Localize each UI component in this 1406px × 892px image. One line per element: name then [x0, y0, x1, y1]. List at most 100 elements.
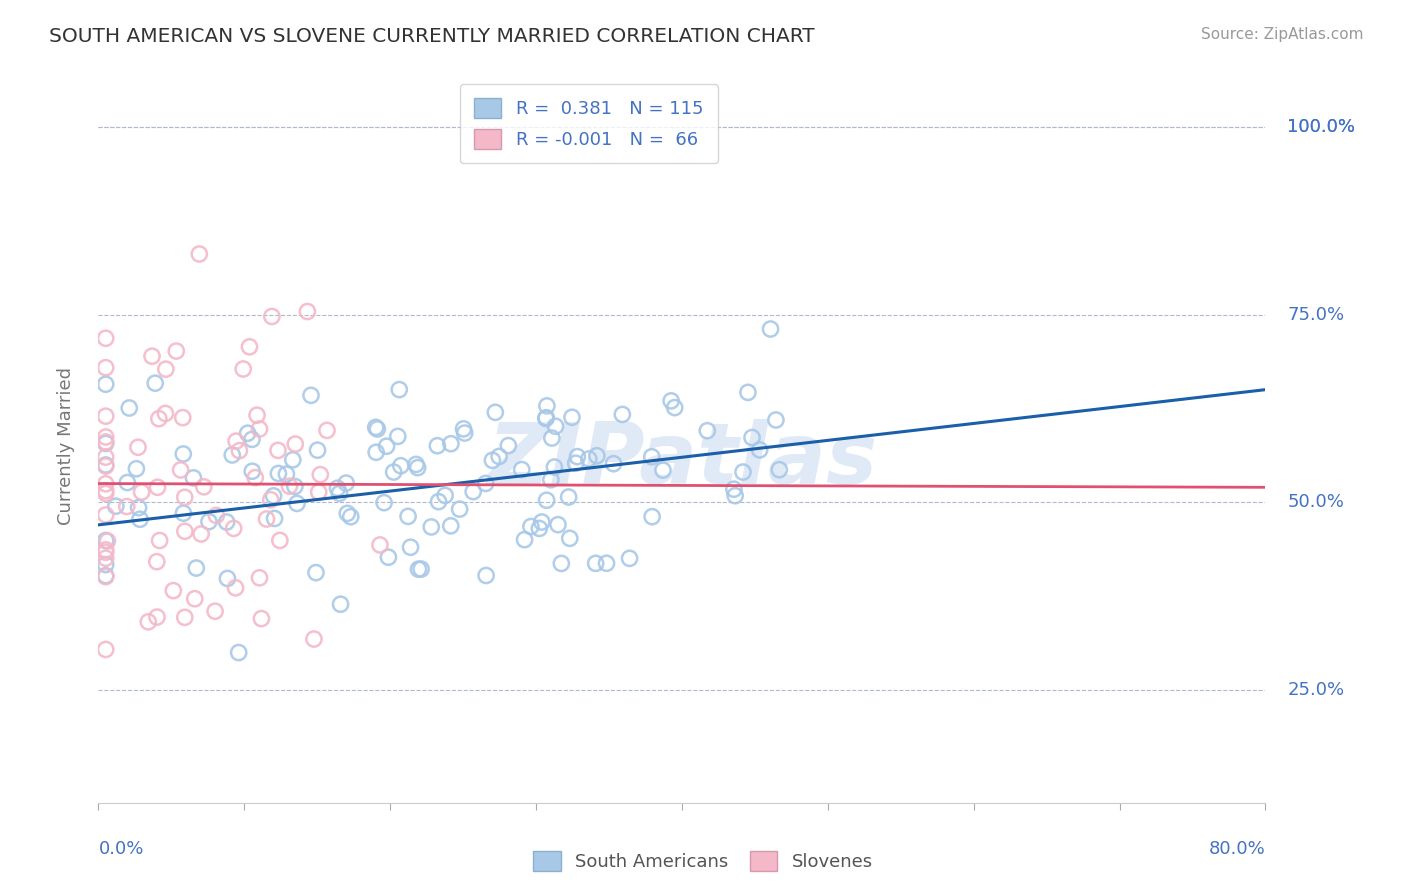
Point	[453, 422, 475, 436]
Point	[564, 456, 586, 470]
Text: ZIPatlas: ZIPatlas	[486, 418, 877, 502]
Point	[117, 475, 139, 490]
Point	[335, 476, 357, 491]
Point	[561, 410, 583, 425]
Point	[94, 551, 117, 566]
Point	[94, 476, 117, 491]
Point	[440, 518, 463, 533]
Point	[484, 405, 506, 419]
Legend: R =  0.381   N = 115, R = -0.001   N =  66: R = 0.381 N = 115, R = -0.001 N = 66	[460, 84, 717, 163]
Point	[94, 569, 117, 583]
Point	[759, 322, 782, 336]
Point	[173, 524, 195, 539]
Point	[94, 430, 117, 444]
Point	[307, 443, 329, 458]
Point	[602, 457, 624, 471]
Point	[302, 632, 325, 646]
Point	[536, 493, 558, 508]
Point	[567, 450, 589, 464]
Point	[205, 508, 228, 523]
Point	[94, 458, 117, 473]
Point	[228, 646, 250, 660]
Point	[94, 568, 117, 582]
Point	[236, 426, 259, 441]
Point	[240, 433, 263, 447]
Point	[366, 445, 388, 459]
Point	[765, 413, 787, 427]
Y-axis label: Currently Married: Currently Married	[56, 367, 75, 525]
Point	[723, 482, 745, 496]
Point	[94, 642, 117, 657]
Point	[94, 545, 117, 559]
Point	[529, 521, 551, 535]
Point	[225, 434, 247, 449]
Point	[125, 461, 148, 475]
Point	[329, 597, 352, 611]
Point	[520, 519, 543, 533]
Point	[641, 509, 664, 524]
Point	[94, 377, 117, 392]
Point	[284, 479, 307, 493]
Point	[481, 453, 503, 467]
Point	[173, 610, 195, 624]
Point	[94, 450, 117, 465]
Point	[411, 562, 433, 576]
Point	[240, 464, 263, 478]
Point	[696, 424, 718, 438]
Point	[284, 437, 307, 451]
Point	[299, 388, 322, 402]
Point	[366, 422, 388, 436]
Point	[263, 489, 285, 503]
Point	[530, 515, 553, 529]
Text: 50.0%: 50.0%	[1288, 493, 1344, 511]
Point	[238, 340, 260, 354]
Point	[146, 610, 169, 624]
Point	[558, 531, 581, 545]
Point	[619, 551, 641, 566]
Point	[249, 422, 271, 436]
Point	[269, 533, 291, 548]
Point	[540, 473, 562, 487]
Point	[434, 488, 457, 502]
Point	[336, 507, 359, 521]
Point	[612, 408, 634, 422]
Point	[724, 489, 747, 503]
Point	[427, 494, 450, 508]
Point	[94, 508, 117, 522]
Point	[267, 443, 290, 458]
Point	[94, 458, 117, 472]
Point	[536, 399, 558, 413]
Point	[94, 434, 117, 449]
Point	[94, 483, 117, 498]
Point	[543, 460, 565, 475]
Point	[474, 476, 496, 491]
Point	[408, 562, 430, 576]
Point	[184, 591, 207, 606]
Point	[172, 410, 194, 425]
Point	[148, 411, 170, 425]
Point	[118, 401, 141, 415]
Point	[541, 431, 564, 445]
Point	[664, 401, 686, 415]
Point	[731, 465, 754, 479]
Point	[741, 431, 763, 445]
Point	[281, 452, 304, 467]
Point	[136, 615, 159, 629]
Point	[309, 467, 332, 482]
Point	[488, 450, 510, 464]
Point	[578, 452, 600, 467]
Point	[172, 506, 194, 520]
Text: Source: ZipAtlas.com: Source: ZipAtlas.com	[1201, 27, 1364, 42]
Point	[204, 604, 226, 618]
Point	[169, 463, 191, 477]
Point	[188, 247, 211, 261]
Point	[155, 362, 177, 376]
Point	[190, 527, 212, 541]
Point	[513, 533, 536, 547]
Point	[94, 533, 117, 548]
Point	[129, 512, 152, 526]
Point	[146, 555, 169, 569]
Point	[245, 470, 267, 484]
Point	[225, 581, 247, 595]
Point	[246, 408, 269, 422]
